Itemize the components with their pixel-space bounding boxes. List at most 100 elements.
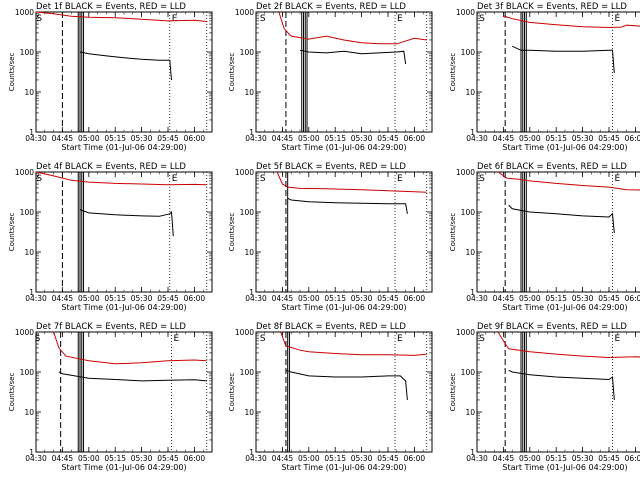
detector-panel: Det 3f BLACK = Events, RED = LLD 1 10 100 10… [449,2,640,152]
y-axis-label: Counts/sec [449,373,457,412]
end-marker-label: E [172,14,178,24]
detector-panel: Det 4f BLACK = Events, RED = LLD 1 10 100 10… [8,162,213,312]
y-tick-label: 10 [244,408,254,417]
plot-frame [35,331,213,453]
plot-frame [476,11,640,133]
x-tick-label: 05:15 [545,294,567,303]
y-tick-label: 1 [249,288,254,297]
y-tick-label: 10 [465,88,475,97]
panel-title: Det 4f BLACK = Events, RED = LLD [36,162,186,172]
x-axis-label: Start Time (01-Jul-06 04:29:00) [281,463,406,472]
y-axis-label: Counts/sec [8,213,16,252]
panel-title: Det 6f BLACK = Events, RED = LLD [477,162,627,172]
x-tick-label: 04:30 [25,294,47,303]
events-series-line [511,45,615,73]
plot-frame [255,11,433,133]
y-tick-label: 1 [29,448,34,457]
x-tick-label: 06:00 [404,454,426,463]
x-tick-label: 05:45 [377,454,399,463]
x-tick-label: 04:45 [272,134,294,143]
start-marker-label: S [260,334,266,344]
x-tick-label: 04:45 [52,134,74,143]
panel-title: Det 7f BLACK = Events, RED = LLD [36,322,186,332]
events-series-line [79,51,172,81]
detector-panel: Det 1f BLACK = Events, RED = LLD 1 10 100 10… [8,2,213,152]
y-tick-label: 100 [20,208,35,217]
x-tick-label: 05:30 [131,294,153,303]
y-axis-label: Counts/sec [449,213,457,252]
x-tick-label: 05:30 [131,134,153,143]
x-tick-label: 05:15 [324,294,346,303]
detector-panel: Det 8f BLACK = Events, RED = LLD 1 10 100 10… [228,322,433,472]
x-tick-label: 04:30 [245,134,267,143]
y-tick-label: 10 [24,248,34,257]
x-tick-label: 05:45 [598,454,620,463]
plot-frame [255,171,433,293]
y-tick-label: 1000 [456,8,475,17]
x-tick-label: 04:30 [245,454,267,463]
x-tick-label: 04:30 [245,294,267,303]
y-tick-label: 100 [240,208,255,217]
x-tick-label: 06:00 [184,454,206,463]
x-tick-label: 04:45 [52,294,74,303]
y-tick-label: 1000 [15,328,34,337]
y-axis-label: Counts/sec [228,213,236,252]
plot-frame [476,171,640,293]
start-marker-label: S [479,14,485,24]
events-series-line [508,204,615,233]
x-tick-label: 05:00 [78,294,100,303]
x-tick-label: 05:00 [298,294,320,303]
x-tick-label: 05:00 [78,134,100,143]
start-marker-label: S [479,334,485,344]
end-marker-label: E [397,334,403,344]
x-tick-label: 06:00 [184,134,206,143]
x-axis-label: Start Time (01-Jul-06 04:29:00) [61,463,186,472]
y-tick-label: 10 [244,88,254,97]
x-tick-label: 04:30 [25,454,47,463]
start-marker-label: S [36,14,42,24]
detector-panel: Det 5f BLACK = Events, RED = LLD 1 10 100 10… [228,162,433,312]
y-axis-label: Counts/sec [8,53,16,92]
y-tick-label: 100 [240,368,255,377]
start-marker-label: S [260,174,266,184]
x-tick-label: 05:15 [545,454,567,463]
end-marker-label: E [174,334,180,344]
x-tick-label: 04:45 [272,294,294,303]
end-marker-label: E [397,14,403,24]
y-tick-label: 1 [249,448,254,457]
x-tick-label: 05:45 [598,134,620,143]
panel-title: Det 2f BLACK = Events, RED = LLD [256,2,406,12]
x-tick-label: 05:00 [519,134,541,143]
detector-panel: Det 2f BLACK = Events, RED = LLD 1 10 100 10… [228,2,433,152]
x-tick-label: 05:30 [351,454,373,463]
y-axis-label: Counts/sec [449,53,457,92]
x-tick-label: 05:30 [131,454,153,463]
x-axis-label: Start Time (01-Jul-06 04:29:00) [61,303,186,312]
x-axis-label: Start Time (01-Jul-06 04:29:00) [281,303,406,312]
y-tick-label: 1 [470,448,475,457]
events-series-line [285,369,408,401]
y-tick-label: 1 [29,128,34,137]
x-axis-label: Start Time (01-Jul-06 04:29:00) [502,463,627,472]
start-marker-label: S [35,334,41,344]
y-tick-label: 1000 [15,168,34,177]
y-tick-label: 10 [24,408,34,417]
y-tick-label: 10 [465,248,475,257]
start-marker-label: S [36,174,42,184]
x-tick-label: 05:00 [78,454,100,463]
start-marker-label: S [479,174,485,184]
detector-panel: Det 7f BLACK = Events, RED = LLD 1 10 100 10… [8,322,213,472]
y-tick-label: 1000 [456,328,475,337]
lld-series-line [35,171,207,186]
detector-panel: Det 9f BLACK = Events, RED = LLD 1 10 100 10… [449,322,640,472]
y-tick-label: 10 [244,248,254,257]
x-tick-label: 04:30 [466,454,488,463]
x-tick-label: 06:00 [184,294,206,303]
x-tick-label: 04:45 [272,454,294,463]
end-marker-label: E [615,174,621,184]
x-tick-label: 05:45 [377,294,399,303]
lld-series-line [35,11,207,22]
y-tick-label: 1000 [235,328,254,337]
y-tick-label: 100 [461,208,476,217]
panel-title: Det 8f BLACK = Events, RED = LLD [256,322,406,332]
